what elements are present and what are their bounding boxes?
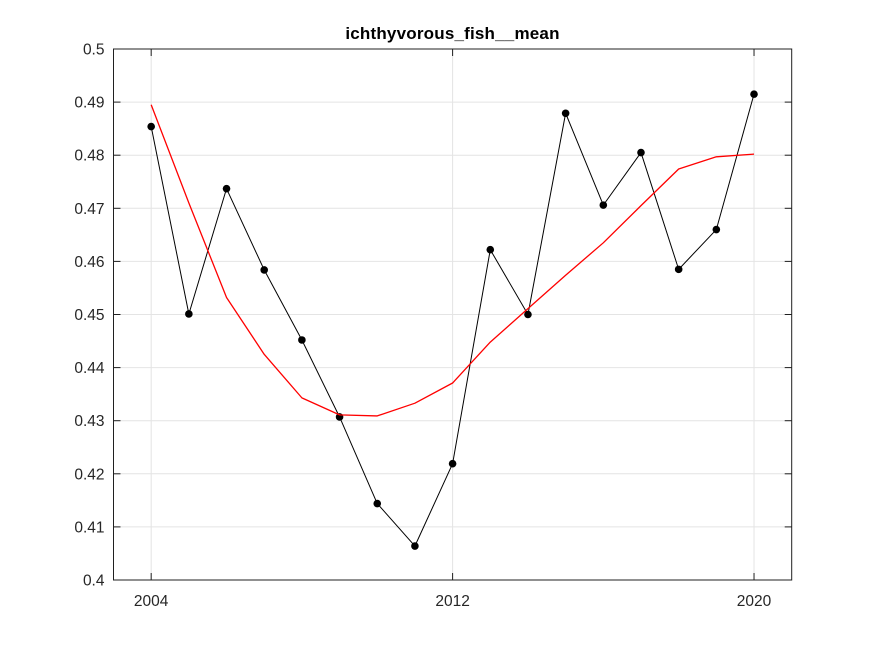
x-tick-label: 2012 [435, 593, 469, 610]
y-tick-label: 0.46 [74, 254, 104, 271]
y-tick-label: 0.43 [74, 413, 104, 430]
y-tick-label: 0.41 [74, 519, 104, 536]
annual-mean-point [373, 499, 382, 508]
annual-mean-point [298, 336, 306, 344]
annual-mean-point [448, 459, 457, 468]
annual-mean-point [411, 542, 419, 550]
annual-mean-point [486, 245, 495, 254]
y-tick-label: 0.48 [74, 148, 104, 165]
y-tick-label: 0.49 [74, 95, 104, 112]
annual-mean-point [260, 266, 269, 274]
y-tick-label: 0.4 [83, 573, 105, 590]
annual-mean-point [674, 265, 683, 274]
smoothed-trend-line [150, 104, 755, 417]
chart-title: ichthyvorous_fish__mean [345, 24, 560, 43]
x-tick-label: 2004 [134, 593, 169, 610]
x-tick-label: 2020 [737, 593, 772, 610]
annual-mean-point [185, 310, 193, 318]
annual-mean-point [637, 148, 645, 157]
y-tick-label: 0.44 [74, 360, 105, 377]
annual-mean-point [222, 184, 231, 193]
y-tick-label: 0.42 [74, 466, 104, 483]
y-tick-label: 0.5 [83, 42, 105, 59]
annual-mean-point [147, 122, 155, 131]
annual-mean-point [524, 310, 532, 319]
annual-mean-point [599, 201, 608, 209]
annual-mean-point [712, 225, 721, 234]
annual-mean-point [750, 90, 758, 98]
annual-mean-point [561, 109, 570, 118]
y-tick-label: 0.45 [74, 307, 104, 324]
y-tick-label: 0.47 [74, 201, 104, 218]
